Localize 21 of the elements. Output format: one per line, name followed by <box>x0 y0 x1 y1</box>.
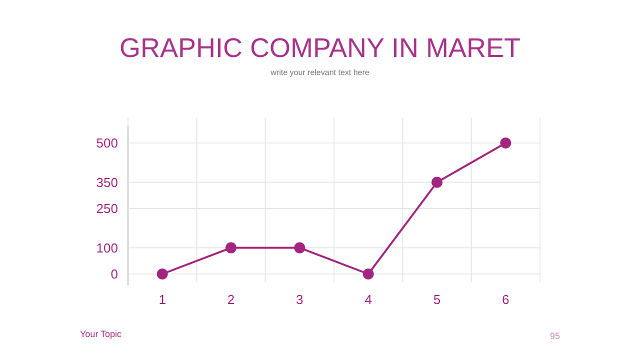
x-tick-label: 1 <box>158 292 166 307</box>
x-tick-label: 2 <box>227 292 235 307</box>
x-tick-label: 3 <box>296 292 304 307</box>
chart-title: GRAPHIC COMPANY IN MARET <box>119 33 521 63</box>
point <box>362 268 374 280</box>
text: Your Topic <box>80 329 122 339</box>
text: 95 <box>550 331 560 341</box>
y-tick-label: 0 <box>110 266 118 282</box>
x-tick-label: 4 <box>364 292 372 307</box>
y-tick-label: 100 <box>96 240 118 256</box>
y-tick-label: 250 <box>96 201 118 216</box>
y-tick-label: 350 <box>96 174 118 190</box>
chart-subtitle: write your relevant text here <box>270 68 370 77</box>
y-tick-label: 500 <box>96 136 118 151</box>
point <box>432 176 442 188</box>
point <box>156 268 168 280</box>
x-tick-label: 6 <box>502 292 510 307</box>
point <box>500 138 512 148</box>
point <box>226 242 236 254</box>
x-tick-label: 5 <box>433 292 441 307</box>
point <box>294 242 306 254</box>
